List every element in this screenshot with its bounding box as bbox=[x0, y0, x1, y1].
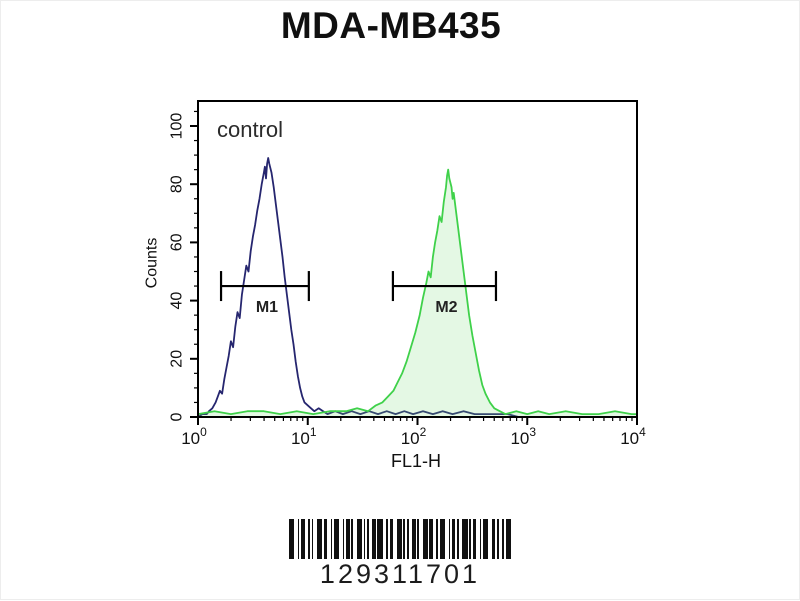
barcode-bar bbox=[505, 519, 511, 559]
barcode-bar bbox=[502, 519, 505, 559]
gate-markers: M1 M2 bbox=[219, 271, 498, 316]
barcode-bar bbox=[386, 519, 388, 559]
gate-label-M1: M1 bbox=[256, 299, 278, 316]
barcode-bar bbox=[452, 519, 456, 559]
barcode-bar bbox=[396, 519, 402, 559]
barcode-bar bbox=[491, 519, 496, 559]
barcode-bar bbox=[377, 519, 383, 559]
barcode-bar bbox=[439, 519, 446, 559]
page-title: MDA-MB435 bbox=[280, 5, 502, 46]
x-tick-label: 100 bbox=[181, 425, 207, 448]
y-tick-label: 80 bbox=[169, 175, 186, 193]
barcode-bar bbox=[342, 519, 345, 559]
y-tick-label: 0 bbox=[169, 412, 186, 421]
barcode-bar bbox=[316, 519, 322, 559]
y-tick-label: 100 bbox=[169, 113, 186, 140]
barcode-bar bbox=[457, 519, 459, 559]
barcode-bar bbox=[311, 519, 314, 559]
barcode-bar bbox=[412, 519, 416, 559]
barcode-bar bbox=[323, 519, 328, 559]
y-tick-label: 60 bbox=[169, 233, 186, 251]
barcode-bar bbox=[289, 519, 295, 559]
barcode-bar bbox=[367, 519, 369, 559]
barcode-bar bbox=[334, 519, 340, 559]
barcode-bar bbox=[406, 519, 409, 559]
barcode-bar bbox=[346, 519, 350, 559]
gate-label-M2: M2 bbox=[435, 299, 457, 316]
barcode-bar bbox=[462, 519, 468, 559]
x-tick-label: 103 bbox=[510, 425, 536, 448]
barcode-bar bbox=[372, 519, 376, 559]
barcode-bars bbox=[289, 519, 511, 559]
barcode-bar bbox=[403, 519, 406, 559]
series-curve-antibody-stained bbox=[197, 168, 637, 416]
x-tick-label: 102 bbox=[401, 425, 427, 448]
barcode-bar bbox=[469, 519, 472, 559]
x-tick-label: 101 bbox=[291, 425, 317, 448]
barcode-bar bbox=[417, 519, 420, 559]
barcode-bar bbox=[330, 519, 333, 559]
series-fill-antibody-stained bbox=[198, 169, 637, 417]
y-tick-label: 40 bbox=[169, 292, 186, 310]
barcode-number: 129311701 bbox=[319, 559, 481, 589]
barcode-bar bbox=[483, 519, 489, 559]
series-curve-control bbox=[197, 157, 637, 418]
axis-ticks: 0 20 40 60 80 100 100 101 102 103 104 bbox=[169, 110, 646, 448]
barcode-bar bbox=[422, 519, 428, 559]
annotation-control: control bbox=[217, 117, 283, 142]
histogram-series bbox=[197, 157, 637, 418]
barcode-bar bbox=[356, 519, 362, 559]
barcode-bar bbox=[472, 519, 477, 559]
barcode bbox=[289, 519, 511, 559]
x-axis-title: FL1-H bbox=[391, 451, 441, 471]
barcode-bar bbox=[301, 519, 305, 559]
plot-frame bbox=[197, 100, 638, 418]
barcode-bar bbox=[351, 519, 354, 559]
y-axis-title: Counts bbox=[144, 238, 161, 289]
barcode-bar bbox=[363, 519, 366, 559]
x-tick-label: 104 bbox=[620, 425, 646, 448]
barcode-bar bbox=[497, 519, 499, 559]
barcode-bar bbox=[297, 519, 300, 559]
y-tick-label: 20 bbox=[169, 350, 186, 368]
barcode-bar bbox=[429, 519, 433, 559]
barcode-bar bbox=[479, 519, 482, 559]
barcode-bar bbox=[308, 519, 310, 559]
barcode-bar bbox=[436, 519, 439, 559]
barcode-bar bbox=[448, 519, 451, 559]
barcode-bar bbox=[389, 519, 394, 559]
